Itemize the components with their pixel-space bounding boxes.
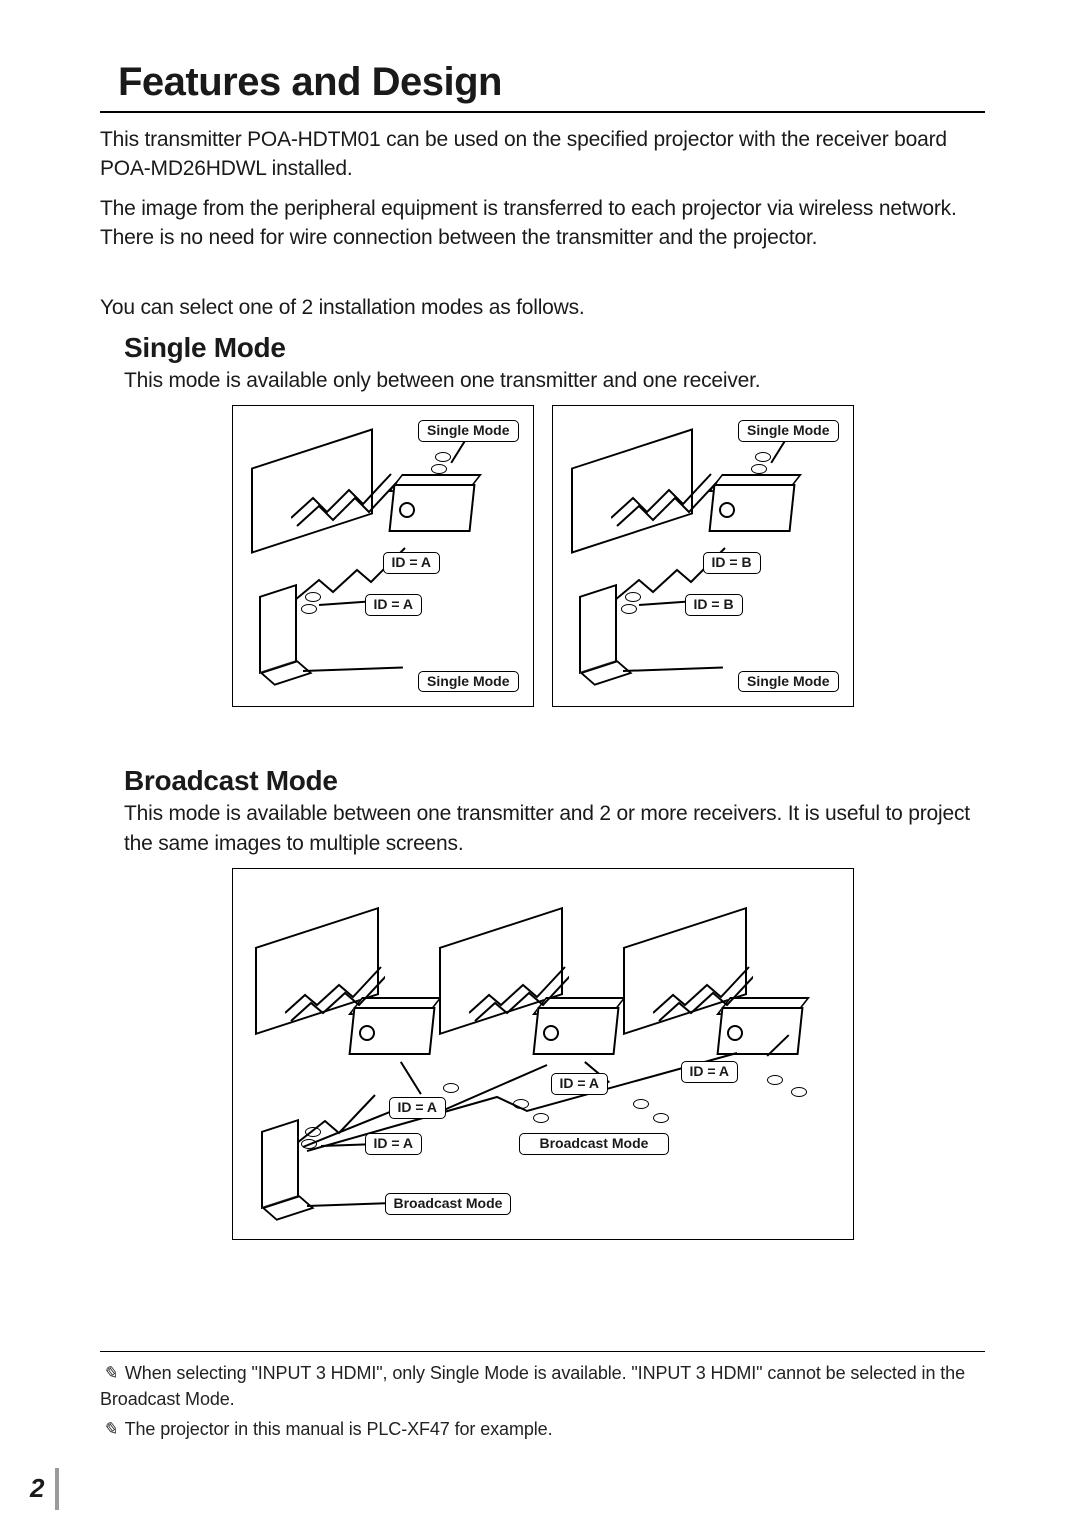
label-id: ID = B [685,594,743,616]
label-id: ID = A [365,1133,423,1155]
page-title: Features and Design [118,60,985,105]
callout-line [770,439,786,464]
antenna-icon [435,452,451,462]
wireless-beam-icon [469,955,569,1025]
label-id: ID = A [551,1073,609,1095]
single-mode-desc: This mode is available only between one … [124,366,985,395]
label-broadcast-mode: Broadcast Mode [385,1193,512,1215]
single-mode-diagram-left: Single Mode ID = A ID = A Single Mode [232,405,534,707]
spacer [100,707,985,765]
single-mode-diagram-right: Single Mode ID = B ID = B Single Mode [552,405,854,707]
single-mode-heading: Single Mode [124,332,985,364]
broadcast-mode-desc: This mode is available between one trans… [124,799,985,858]
label-broadcast-mode: Broadcast Mode [519,1133,670,1155]
wireless-beam-icon [611,468,721,528]
title-rule [100,111,985,113]
label-id: ID = B [703,552,761,574]
broadcast-mode-heading: Broadcast Mode [124,765,985,797]
single-mode-diagram-row: Single Mode ID = A ID = A Single Mode Si… [100,405,985,707]
footnotes-block: ✎ When selecting "INPUT 3 HDMI", only Si… [100,1351,985,1446]
antenna-icon [791,1087,807,1097]
intro-paragraph-1: This transmitter POA-HDTM01 can be used … [100,125,985,184]
footnote-2: ✎ The projector in this manual is PLC-XF… [100,1416,985,1442]
wireless-beam-icon [653,955,753,1025]
page-number-bar [55,1468,59,1510]
footnote-1-text: When selecting "INPUT 3 HDMI", only Sing… [100,1363,965,1409]
page-number: 2 [30,1473,44,1504]
callout-line [622,667,722,672]
antenna-icon [767,1075,783,1085]
footnote-1: ✎ When selecting "INPUT 3 HDMI", only Si… [100,1360,985,1412]
manual-page: Features and Design This transmitter POA… [0,0,1080,1532]
label-id: ID = A [681,1061,739,1083]
footnote-2-text: The projector in this manual is PLC-XF47… [125,1419,553,1439]
callout-line [450,439,466,464]
label-single-mode: Single Mode [418,420,518,442]
antenna-icon [751,464,767,474]
footnote-rule [100,1351,985,1352]
label-id: ID = A [365,594,423,616]
callout-line [302,667,402,672]
label-id: ID = A [383,552,441,574]
antenna-icon [431,464,447,474]
intro-paragraph-3: You can select one of 2 installation mod… [100,293,985,322]
broadcast-mode-diagram-row: ID = A ID = A ID = A ID = A Broadcast Mo… [100,868,985,1240]
antenna-icon [755,452,771,462]
wireless-beam-icon [291,468,401,528]
pencil-icon: ✎ [100,1416,120,1442]
wireless-beam-icon [285,955,385,1025]
broadcast-mode-diagram: ID = A ID = A ID = A ID = A Broadcast Mo… [232,868,854,1240]
callout-line [306,1202,386,1206]
pencil-icon: ✎ [100,1360,120,1386]
label-id: ID = A [389,1097,447,1119]
intro-paragraph-2: The image from the peripheral equipment … [100,194,985,253]
spacer [100,263,985,293]
label-single-mode: Single Mode [418,671,518,693]
label-single-mode: Single Mode [738,420,838,442]
label-single-mode: Single Mode [738,671,838,693]
